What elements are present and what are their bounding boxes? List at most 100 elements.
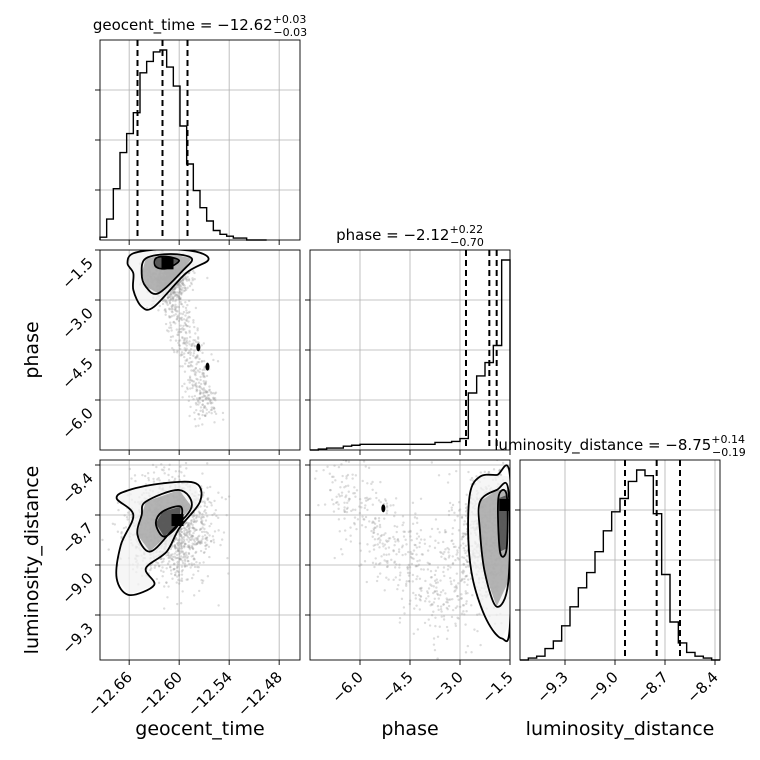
sample-point (169, 295, 172, 299)
sample-point (200, 520, 203, 523)
sample-point (158, 479, 161, 482)
sample-point (176, 285, 179, 288)
sample-point (487, 471, 490, 474)
sample-point (181, 556, 185, 559)
sample-point (185, 534, 188, 537)
sample-point (436, 657, 439, 660)
sample-point (184, 349, 188, 352)
sample-point (164, 310, 167, 314)
sample-point (201, 351, 204, 355)
sample-point (187, 540, 190, 543)
sample-point (361, 515, 364, 518)
sample-point (196, 565, 199, 569)
sample-point (183, 558, 187, 561)
sample-point (213, 410, 217, 413)
panel-title-phase: phase = −2.12+0.22 −0.70 (336, 223, 484, 249)
sample-point (429, 583, 432, 586)
sample-point (188, 525, 191, 529)
sample-point (208, 485, 212, 489)
sample-point (187, 272, 190, 275)
sample-point (377, 562, 381, 566)
sample-point (173, 477, 177, 481)
sample-point (463, 549, 466, 552)
sample-point (413, 543, 416, 547)
sample-point (396, 537, 400, 541)
sample-point (191, 537, 194, 540)
sample-point (436, 566, 440, 569)
sample-point (450, 508, 454, 512)
sample-point (178, 547, 182, 550)
contour-line (153, 255, 181, 270)
sample-point (177, 283, 180, 287)
sample-point (469, 478, 472, 482)
sample-point (446, 601, 449, 604)
sample-point (385, 560, 388, 563)
sample-point (220, 496, 224, 499)
sample-point (374, 517, 377, 521)
sample-point (529, 535, 531, 537)
sample-point (210, 539, 213, 543)
sample-point (113, 523, 117, 526)
sample-point (203, 368, 206, 371)
x-tick-label: −8.7 (633, 668, 671, 706)
sample-point (340, 491, 344, 494)
sample-point (464, 503, 468, 506)
sample-point (445, 600, 448, 604)
sample-point (420, 586, 423, 590)
sample-point (447, 548, 451, 551)
sample-point (191, 526, 195, 529)
sample-point (182, 339, 186, 342)
y-tick-label: −1.5 (58, 254, 96, 292)
sample-point (175, 569, 179, 573)
sample-point (168, 316, 171, 319)
sample-point (195, 528, 198, 532)
sample-point (532, 554, 534, 556)
sample-point (179, 280, 183, 283)
sample-point (372, 548, 376, 551)
sample-point (455, 469, 458, 473)
sample-point (212, 398, 216, 401)
sample-point (179, 534, 183, 538)
sample-point (214, 391, 218, 394)
sample-point (197, 424, 200, 427)
sample-point (446, 629, 450, 632)
sample-point (164, 300, 167, 304)
sample-point (344, 538, 348, 541)
sample-point (173, 544, 177, 547)
sample-point (179, 284, 183, 287)
sample-point (450, 615, 454, 619)
sample-point (349, 540, 353, 543)
sample-point (510, 524, 512, 526)
sample-point (436, 593, 440, 597)
sample-point (479, 643, 482, 647)
sample-point (195, 377, 198, 381)
sample-point (349, 526, 352, 529)
sample-point (442, 566, 446, 569)
sample-point (449, 598, 452, 601)
sample-point (180, 471, 183, 474)
sample-point (193, 411, 196, 414)
sample-point (406, 566, 409, 569)
sample-point (178, 532, 181, 536)
sample-point (188, 538, 192, 541)
sample-point (175, 581, 178, 584)
sample-point (386, 561, 389, 565)
sample-point (176, 565, 179, 568)
sample-point (470, 604, 473, 607)
sample-point (432, 591, 435, 595)
sample-point (465, 493, 468, 496)
sample-point (126, 511, 130, 514)
sample-point (174, 546, 177, 549)
sample-point (208, 500, 211, 504)
sample-point (378, 525, 382, 529)
sample-point (185, 564, 188, 568)
sample-point (185, 318, 188, 322)
sample-point (177, 544, 180, 547)
sample-point (181, 288, 184, 292)
sample-point (460, 597, 463, 600)
sample-point (208, 524, 211, 528)
sample-point (193, 558, 196, 561)
sample-point (461, 604, 465, 607)
sample-point (168, 560, 171, 563)
sample-point (169, 293, 172, 296)
